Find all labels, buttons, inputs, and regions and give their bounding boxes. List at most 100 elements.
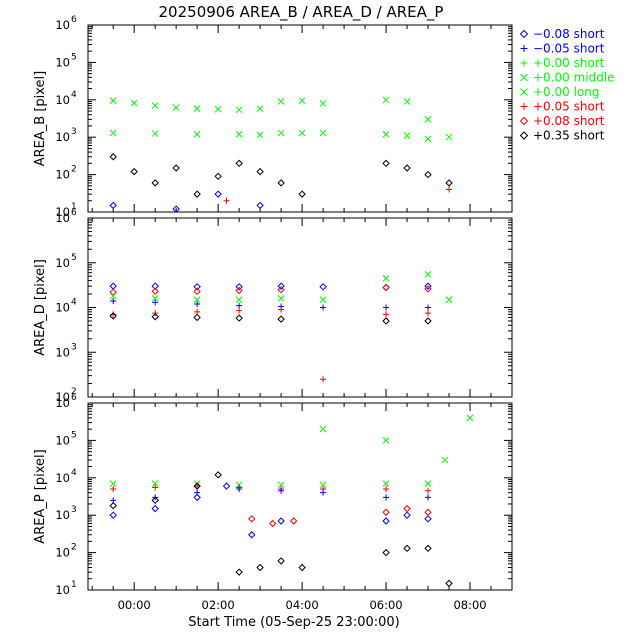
y-tick-exponent: 2 bbox=[71, 165, 77, 175]
data-point bbox=[277, 285, 285, 294]
y-axis-label: AREA_D [pixel] bbox=[33, 259, 48, 356]
data-point bbox=[109, 292, 117, 300]
data-point bbox=[277, 557, 285, 565]
data-point bbox=[256, 167, 264, 176]
legend-marker bbox=[519, 131, 529, 140]
data-point bbox=[193, 105, 201, 113]
data-point bbox=[425, 494, 432, 501]
y-tick-exponent: 6 bbox=[71, 393, 77, 403]
data-point bbox=[152, 484, 159, 491]
data-point bbox=[319, 100, 327, 107]
data-point bbox=[222, 482, 231, 490]
data-point bbox=[214, 190, 222, 198]
data-point bbox=[425, 310, 432, 317]
y-tick-label: 10 bbox=[55, 130, 70, 144]
data-point bbox=[151, 102, 159, 109]
legend-label: +0.35 short bbox=[533, 129, 605, 143]
y-tick-label: 10 bbox=[55, 18, 70, 32]
data-point bbox=[214, 471, 222, 479]
legend-marker bbox=[520, 88, 528, 96]
y-tick-exponent: 5 bbox=[71, 52, 77, 62]
data-point bbox=[278, 487, 285, 494]
data-point bbox=[445, 133, 453, 141]
data-point bbox=[382, 517, 390, 525]
data-point bbox=[235, 568, 243, 576]
legend-marker bbox=[519, 116, 529, 126]
data-point bbox=[110, 486, 117, 493]
data-point bbox=[320, 489, 327, 496]
y-tick-label: 10 bbox=[55, 345, 70, 359]
data-point bbox=[424, 271, 432, 278]
data-point bbox=[214, 172, 222, 181]
data-points bbox=[109, 414, 474, 588]
data-point bbox=[235, 296, 243, 303]
data-point bbox=[236, 486, 243, 493]
data-point bbox=[383, 494, 390, 501]
data-point bbox=[403, 544, 411, 553]
legend-marker bbox=[520, 45, 528, 52]
legend-label: +0.05 short bbox=[533, 100, 605, 114]
data-point bbox=[151, 496, 159, 505]
data-point bbox=[277, 295, 285, 302]
y-tick-label: 10 bbox=[55, 205, 70, 219]
legend-item: −0.08 short bbox=[519, 27, 605, 41]
data-point bbox=[382, 480, 390, 487]
data-point bbox=[424, 116, 432, 123]
data-point bbox=[319, 283, 327, 291]
data-point bbox=[445, 296, 453, 303]
data-point bbox=[382, 283, 390, 292]
data-point bbox=[277, 315, 285, 323]
y-tick-label: 10 bbox=[55, 390, 70, 404]
data-point bbox=[382, 548, 390, 557]
data-point bbox=[152, 299, 159, 306]
data-point bbox=[194, 483, 201, 490]
data-point bbox=[151, 504, 159, 513]
data-point bbox=[382, 437, 390, 444]
data-point bbox=[277, 179, 285, 187]
chart-title: 20250906 AREA_B / AREA_D / AREA_P bbox=[159, 3, 444, 22]
data-point bbox=[248, 515, 256, 523]
data-point bbox=[382, 159, 390, 168]
legend: −0.08 short−0.05 short+0.00 short+0.00 m… bbox=[519, 27, 615, 143]
legend-item: +0.08 short bbox=[519, 114, 605, 128]
data-point bbox=[466, 414, 474, 422]
data-point bbox=[256, 131, 264, 139]
data-point bbox=[151, 313, 159, 321]
data-point bbox=[151, 287, 159, 296]
legend-item: +0.00 middle bbox=[520, 71, 615, 85]
data-point bbox=[445, 579, 453, 588]
data-point bbox=[424, 515, 432, 523]
data-point bbox=[382, 508, 390, 516]
data-point bbox=[109, 288, 117, 296]
x-axis: 00:00 02:00 04:00 06:00 08:00 bbox=[118, 598, 487, 612]
data-point bbox=[151, 130, 159, 137]
data-point bbox=[424, 282, 432, 290]
data-point bbox=[319, 481, 327, 489]
y-tick-label: 10 bbox=[55, 93, 70, 107]
panel-frame bbox=[87, 402, 513, 591]
data-point bbox=[109, 129, 117, 137]
data-point bbox=[172, 205, 180, 213]
x-tick-label: 06:00 bbox=[369, 598, 402, 612]
y-tick-label: 10 bbox=[55, 546, 70, 560]
legend-item: +0.05 short bbox=[520, 100, 605, 114]
data-point bbox=[298, 563, 306, 572]
data-point bbox=[110, 297, 117, 304]
x-tick-label: 00:00 bbox=[118, 598, 151, 612]
data-point bbox=[319, 129, 327, 137]
y-tick-exponent: 3 bbox=[71, 127, 77, 137]
data-point bbox=[383, 311, 390, 318]
data-point bbox=[235, 130, 243, 138]
data-point bbox=[151, 179, 159, 187]
data-point bbox=[193, 313, 201, 322]
data-point bbox=[403, 164, 411, 172]
data-point bbox=[130, 167, 138, 176]
data-point bbox=[109, 312, 117, 320]
data-point bbox=[223, 197, 230, 204]
data-point bbox=[425, 304, 432, 311]
data-point bbox=[151, 480, 159, 487]
data-point bbox=[109, 153, 117, 161]
